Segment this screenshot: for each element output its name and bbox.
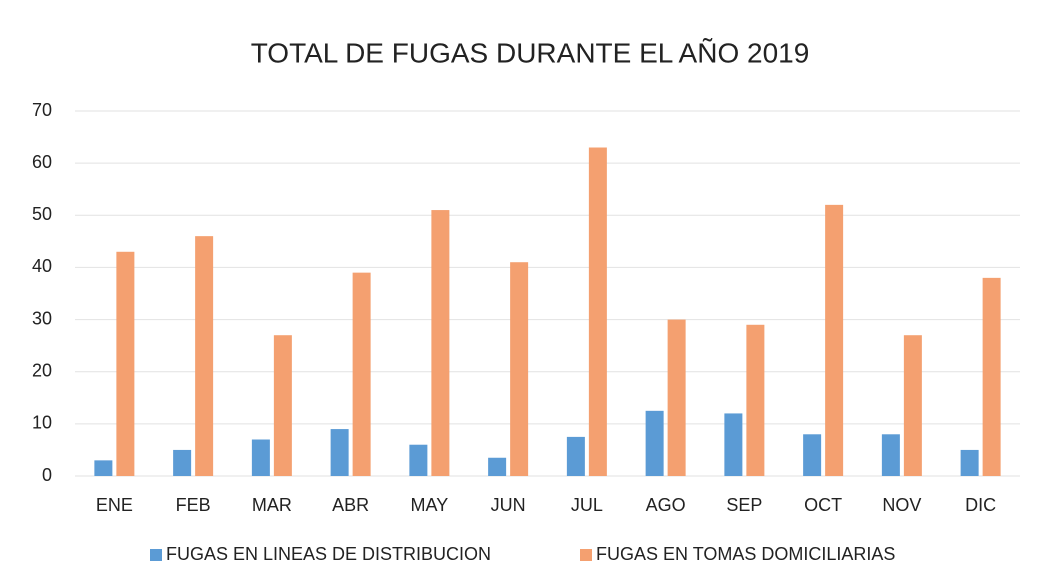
x-tick-label: ABR bbox=[332, 495, 369, 515]
bar bbox=[94, 460, 113, 476]
bar bbox=[803, 434, 822, 476]
bar bbox=[645, 410, 664, 476]
y-tick-label: 50 bbox=[32, 204, 52, 224]
legend-label: FUGAS EN LINEAS DE DISTRIBUCION bbox=[166, 544, 491, 564]
x-tick-label: MAR bbox=[252, 495, 292, 515]
x-tick-label: FEB bbox=[176, 495, 211, 515]
x-tick-label: DIC bbox=[965, 495, 996, 515]
x-tick-label: SEP bbox=[726, 495, 762, 515]
legend-swatch bbox=[580, 549, 592, 561]
x-tick-label: JUL bbox=[571, 495, 603, 515]
bar bbox=[903, 335, 922, 476]
y-tick-label: 60 bbox=[32, 152, 52, 172]
legend-label: FUGAS EN TOMAS DOMICILIARIAS bbox=[596, 544, 895, 564]
x-tick-label: JUN bbox=[491, 495, 526, 515]
bar bbox=[746, 324, 765, 476]
bar bbox=[488, 457, 507, 476]
bar bbox=[510, 262, 529, 476]
y-tick-label: 20 bbox=[32, 360, 52, 380]
bar bbox=[724, 413, 743, 476]
bar bbox=[251, 439, 270, 476]
bar bbox=[173, 449, 192, 476]
legend-swatch bbox=[150, 549, 162, 561]
y-tick-label: 70 bbox=[32, 100, 52, 120]
x-tick-label: ENE bbox=[96, 495, 133, 515]
bar bbox=[982, 277, 1001, 476]
bar bbox=[960, 449, 979, 476]
chart-title: TOTAL DE FUGAS DURANTE EL AÑO 2019 bbox=[251, 37, 810, 68]
x-tick-label: MAY bbox=[411, 495, 449, 515]
bar bbox=[881, 434, 900, 476]
y-tick-label: 0 bbox=[42, 465, 52, 485]
bar bbox=[667, 319, 686, 476]
bar bbox=[825, 204, 844, 476]
bar bbox=[330, 429, 349, 476]
x-tick-label: NOV bbox=[882, 495, 921, 515]
bar bbox=[116, 251, 135, 476]
bar bbox=[431, 210, 450, 477]
bar bbox=[352, 272, 371, 476]
bar bbox=[566, 436, 585, 476]
y-tick-label: 10 bbox=[32, 413, 52, 433]
x-tick-label: OCT bbox=[804, 495, 842, 515]
bar bbox=[195, 236, 214, 476]
bar bbox=[588, 147, 607, 476]
bar bbox=[409, 444, 428, 476]
y-tick-label: 40 bbox=[32, 256, 52, 276]
x-tick-label: AGO bbox=[646, 495, 686, 515]
y-tick-label: 30 bbox=[32, 308, 52, 328]
bar bbox=[273, 335, 292, 476]
